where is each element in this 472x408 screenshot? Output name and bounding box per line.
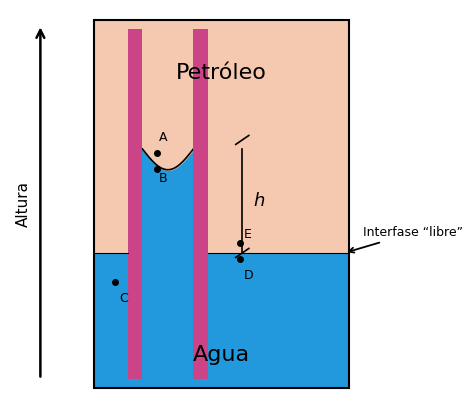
- Text: B: B: [159, 172, 168, 185]
- Bar: [194, 29, 208, 379]
- Text: Agua: Agua: [193, 345, 250, 365]
- Bar: [93, 20, 348, 253]
- Bar: [143, 29, 194, 149]
- Bar: [127, 29, 143, 379]
- Text: Altura: Altura: [16, 181, 31, 227]
- Bar: [127, 29, 143, 379]
- Bar: [194, 29, 208, 379]
- Text: Petróleo: Petróleo: [176, 63, 267, 84]
- Text: A: A: [159, 131, 167, 144]
- Text: h: h: [253, 192, 264, 210]
- Text: C: C: [119, 292, 128, 305]
- Text: Interfase “libre”: Interfase “libre”: [349, 226, 464, 253]
- Bar: [93, 253, 348, 388]
- Text: D: D: [244, 269, 253, 282]
- Bar: [93, 20, 348, 388]
- Text: E: E: [244, 228, 252, 241]
- Bar: [143, 149, 194, 379]
